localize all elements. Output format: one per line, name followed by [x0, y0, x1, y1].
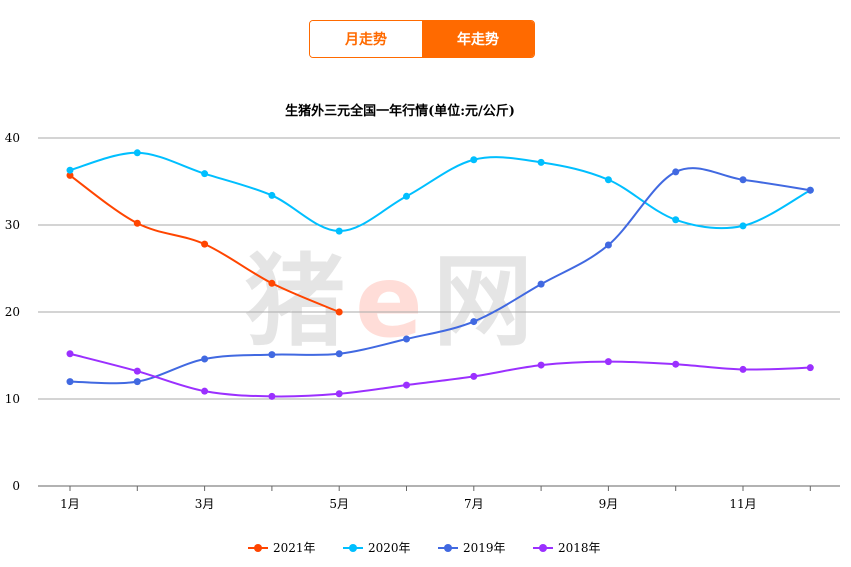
data-point[interactable]: [672, 360, 680, 368]
data-point[interactable]: [403, 335, 410, 343]
data-point[interactable]: [403, 192, 410, 200]
series-line-2019年: [69, 167, 811, 385]
data-point[interactable]: [201, 240, 209, 248]
legend-marker: [539, 544, 547, 552]
data-point[interactable]: [133, 378, 141, 386]
data-point[interactable]: [537, 280, 545, 288]
data-point[interactable]: [335, 350, 343, 358]
y-tick-label: 20: [5, 305, 20, 319]
x-tick-label: 9月: [599, 497, 619, 511]
data-point[interactable]: [201, 170, 209, 178]
data-point[interactable]: [470, 156, 478, 164]
data-point[interactable]: [268, 392, 276, 400]
data-point[interactable]: [268, 191, 276, 199]
x-tick-label: 7月: [464, 497, 484, 511]
legend-label[interactable]: 2021年: [273, 541, 316, 555]
data-point[interactable]: [470, 318, 478, 326]
legend-marker: [254, 544, 262, 552]
data-point[interactable]: [201, 355, 209, 363]
data-point[interactable]: [672, 168, 680, 176]
data-point[interactable]: [335, 308, 343, 316]
legend-marker: [349, 544, 357, 552]
y-tick-label: 30: [5, 218, 20, 232]
series-line-2018年: [69, 352, 811, 398]
data-point[interactable]: [604, 241, 612, 249]
chart-title: 生猪外三元全国一年行情(单位:元/公斤): [285, 103, 515, 119]
data-point[interactable]: [268, 351, 276, 359]
data-point[interactable]: [133, 219, 141, 227]
data-point[interactable]: [133, 149, 141, 157]
legend-label[interactable]: 2019年: [463, 541, 506, 555]
data-point[interactable]: [672, 216, 680, 224]
legend-marker: [444, 544, 452, 552]
data-point[interactable]: [335, 390, 343, 398]
x-tick-label: 11月: [729, 497, 756, 511]
data-point[interactable]: [403, 381, 410, 389]
y-tick-label: 10: [5, 392, 20, 406]
data-point[interactable]: [739, 176, 747, 184]
data-point[interactable]: [739, 222, 747, 230]
x-tick-label: 5月: [329, 497, 349, 511]
data-point[interactable]: [66, 378, 74, 386]
data-point[interactable]: [201, 387, 209, 395]
watermark-logo: 猪e网: [245, 243, 543, 360]
data-point[interactable]: [335, 227, 343, 235]
y-tick-label: 40: [5, 131, 20, 145]
trend-toggle: 月走势 年走势: [309, 20, 535, 58]
series-line-2020年: [69, 151, 811, 233]
month-trend-tab[interactable]: 月走势: [310, 21, 422, 57]
legend-label[interactable]: 2020年: [368, 541, 411, 555]
x-tick-label: 1月: [60, 497, 80, 511]
data-point[interactable]: [806, 364, 814, 372]
data-point[interactable]: [66, 166, 74, 174]
data-point[interactable]: [604, 358, 612, 366]
x-tick-label: 3月: [195, 497, 215, 511]
y-tick-label: 0: [12, 479, 20, 493]
data-point[interactable]: [604, 176, 612, 184]
data-point[interactable]: [537, 158, 545, 166]
data-point[interactable]: [806, 186, 814, 194]
data-point[interactable]: [537, 361, 545, 369]
year-trend-tab[interactable]: 年走势: [422, 21, 534, 57]
legend-label[interactable]: 2018年: [558, 541, 601, 555]
data-point[interactable]: [66, 350, 74, 358]
data-point[interactable]: [739, 365, 747, 373]
data-point[interactable]: [66, 171, 74, 179]
data-point[interactable]: [133, 367, 141, 375]
data-point[interactable]: [268, 279, 276, 287]
data-point[interactable]: [470, 372, 478, 380]
